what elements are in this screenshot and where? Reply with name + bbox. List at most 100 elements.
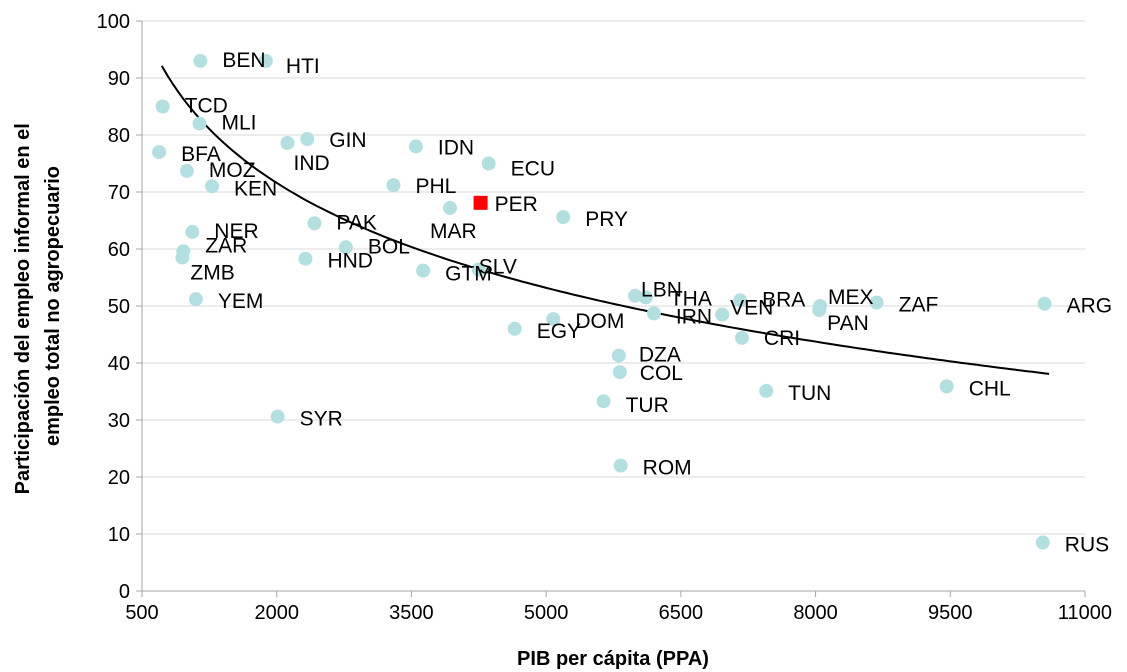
point-pry: [556, 210, 571, 225]
point-col: [612, 365, 627, 380]
y-tick-label: 60: [108, 239, 130, 261]
point-label-per: PER: [495, 193, 538, 216]
point-tha: [638, 290, 653, 305]
point-pan: [812, 302, 827, 317]
point-label-phl: PHL: [415, 175, 456, 198]
point-ven: [715, 307, 730, 322]
y-tick-label: 90: [108, 68, 130, 90]
point-bol: [338, 240, 353, 255]
point-label-hti: HTI: [286, 55, 320, 78]
point-mli: [192, 116, 207, 131]
y-tick-label: 30: [108, 410, 130, 432]
point-label-zmb: ZMB: [190, 262, 234, 285]
y-tick-label: 0: [119, 581, 130, 603]
x-tick-labels: 500 2000 3500 5000 6500 8000 9500 11000: [125, 591, 1112, 624]
point-moz: [179, 163, 194, 178]
x-tick-label: 3500: [389, 602, 434, 624]
point-chl: [939, 379, 954, 394]
point-label-yem: YEM: [218, 290, 264, 313]
point-tcd: [155, 99, 170, 114]
point-label-zaf: ZAF: [899, 294, 939, 317]
y-axis-title-line-1: Participación del empleo informal en el: [12, 123, 34, 494]
point-label-tun: TUN: [788, 382, 831, 405]
gridlines: [142, 20, 1085, 535]
point-label-ven: VEN: [730, 297, 773, 320]
point-per: [473, 195, 488, 210]
point-label-mar: MAR: [430, 220, 477, 243]
point-label-idn: IDN: [438, 136, 474, 159]
point-label-pry: PRY: [585, 208, 628, 231]
point-label-bfa: BFA: [181, 143, 221, 166]
x-tick-label: 500: [125, 602, 158, 624]
point-ecu: [481, 156, 496, 171]
point-zmb: [175, 250, 190, 265]
y-tick-label: 20: [108, 467, 130, 489]
point-ben: [193, 53, 208, 68]
point-label-lbn: LBN: [641, 279, 682, 302]
point-mar: [443, 200, 458, 215]
point-label-ind: IND: [293, 152, 329, 175]
x-tick-label: 6500: [659, 602, 704, 624]
point-ner: [185, 224, 200, 239]
point-gtm: [416, 263, 431, 278]
y-tick-label: 10: [108, 524, 130, 546]
point-hti: [258, 53, 273, 68]
point-dom: [546, 312, 561, 327]
point-label-irn: IRN: [676, 305, 712, 328]
y-tick-label: 50: [108, 296, 130, 318]
y-tick-label: 70: [108, 182, 130, 204]
point-rom: [613, 458, 628, 473]
point-label-rus: RUS: [1065, 534, 1109, 557]
point-label-pan: PAN: [827, 312, 869, 335]
point-syr: [270, 409, 285, 424]
y-tick-label: 40: [108, 353, 130, 375]
point-label-syr: SYR: [300, 408, 343, 431]
point-label-ner: NER: [214, 220, 258, 243]
point-label-dom: DOM: [575, 310, 624, 333]
point-zaf: [869, 295, 884, 310]
point-label-ecu: ECU: [511, 158, 555, 181]
point-label-dza: DZA: [639, 344, 681, 367]
point-label-mex: MEX: [828, 286, 874, 309]
x-tick-label: 2000: [254, 602, 299, 624]
point-label-pak: PAK: [336, 211, 376, 234]
x-tick-label: 9500: [928, 602, 973, 624]
point-label-zar: ZAR: [205, 234, 247, 257]
point-label-ben: BEN: [222, 49, 265, 72]
point-slv: [471, 262, 486, 277]
point-label-bol: BOL: [368, 235, 410, 258]
y-tick-label: 100: [97, 11, 130, 33]
point-lbn: [628, 288, 643, 303]
point-bfa: [152, 145, 167, 160]
point-bra: [733, 293, 748, 308]
point-label-tcd: TCD: [185, 95, 228, 118]
point-label-gin: GIN: [329, 129, 366, 152]
point-tur: [596, 394, 611, 409]
point-label-egy: EGY: [537, 320, 581, 343]
y-axis-title-line-2: empleo total no agropecuario: [42, 166, 64, 446]
point-dza: [611, 348, 626, 363]
trendline: [160, 65, 1050, 375]
x-tick-label: 8000: [793, 602, 838, 624]
point-gin: [300, 131, 315, 146]
point-arg: [1037, 296, 1052, 311]
point-phl: [386, 178, 401, 193]
point-label-slv: SLV: [479, 256, 517, 279]
point-tun: [759, 383, 774, 398]
x-tick-label: 5000: [524, 602, 569, 624]
data-points: [152, 53, 1052, 550]
point-label-bra: BRA: [762, 288, 805, 311]
point-rus: [1035, 535, 1050, 550]
point-ind: [280, 135, 295, 150]
y-tick-label: 80: [108, 125, 130, 147]
point-ken: [205, 179, 220, 194]
point-label-moz: MOZ: [209, 159, 256, 182]
point-pak: [307, 216, 322, 231]
point-hnd: [298, 251, 313, 266]
point-label-arg: ARG: [1067, 295, 1113, 318]
point-yem: [188, 292, 203, 307]
point-label-tur: TUR: [626, 394, 669, 417]
x-axis-title: PIB per cápita (PPA): [517, 648, 709, 670]
